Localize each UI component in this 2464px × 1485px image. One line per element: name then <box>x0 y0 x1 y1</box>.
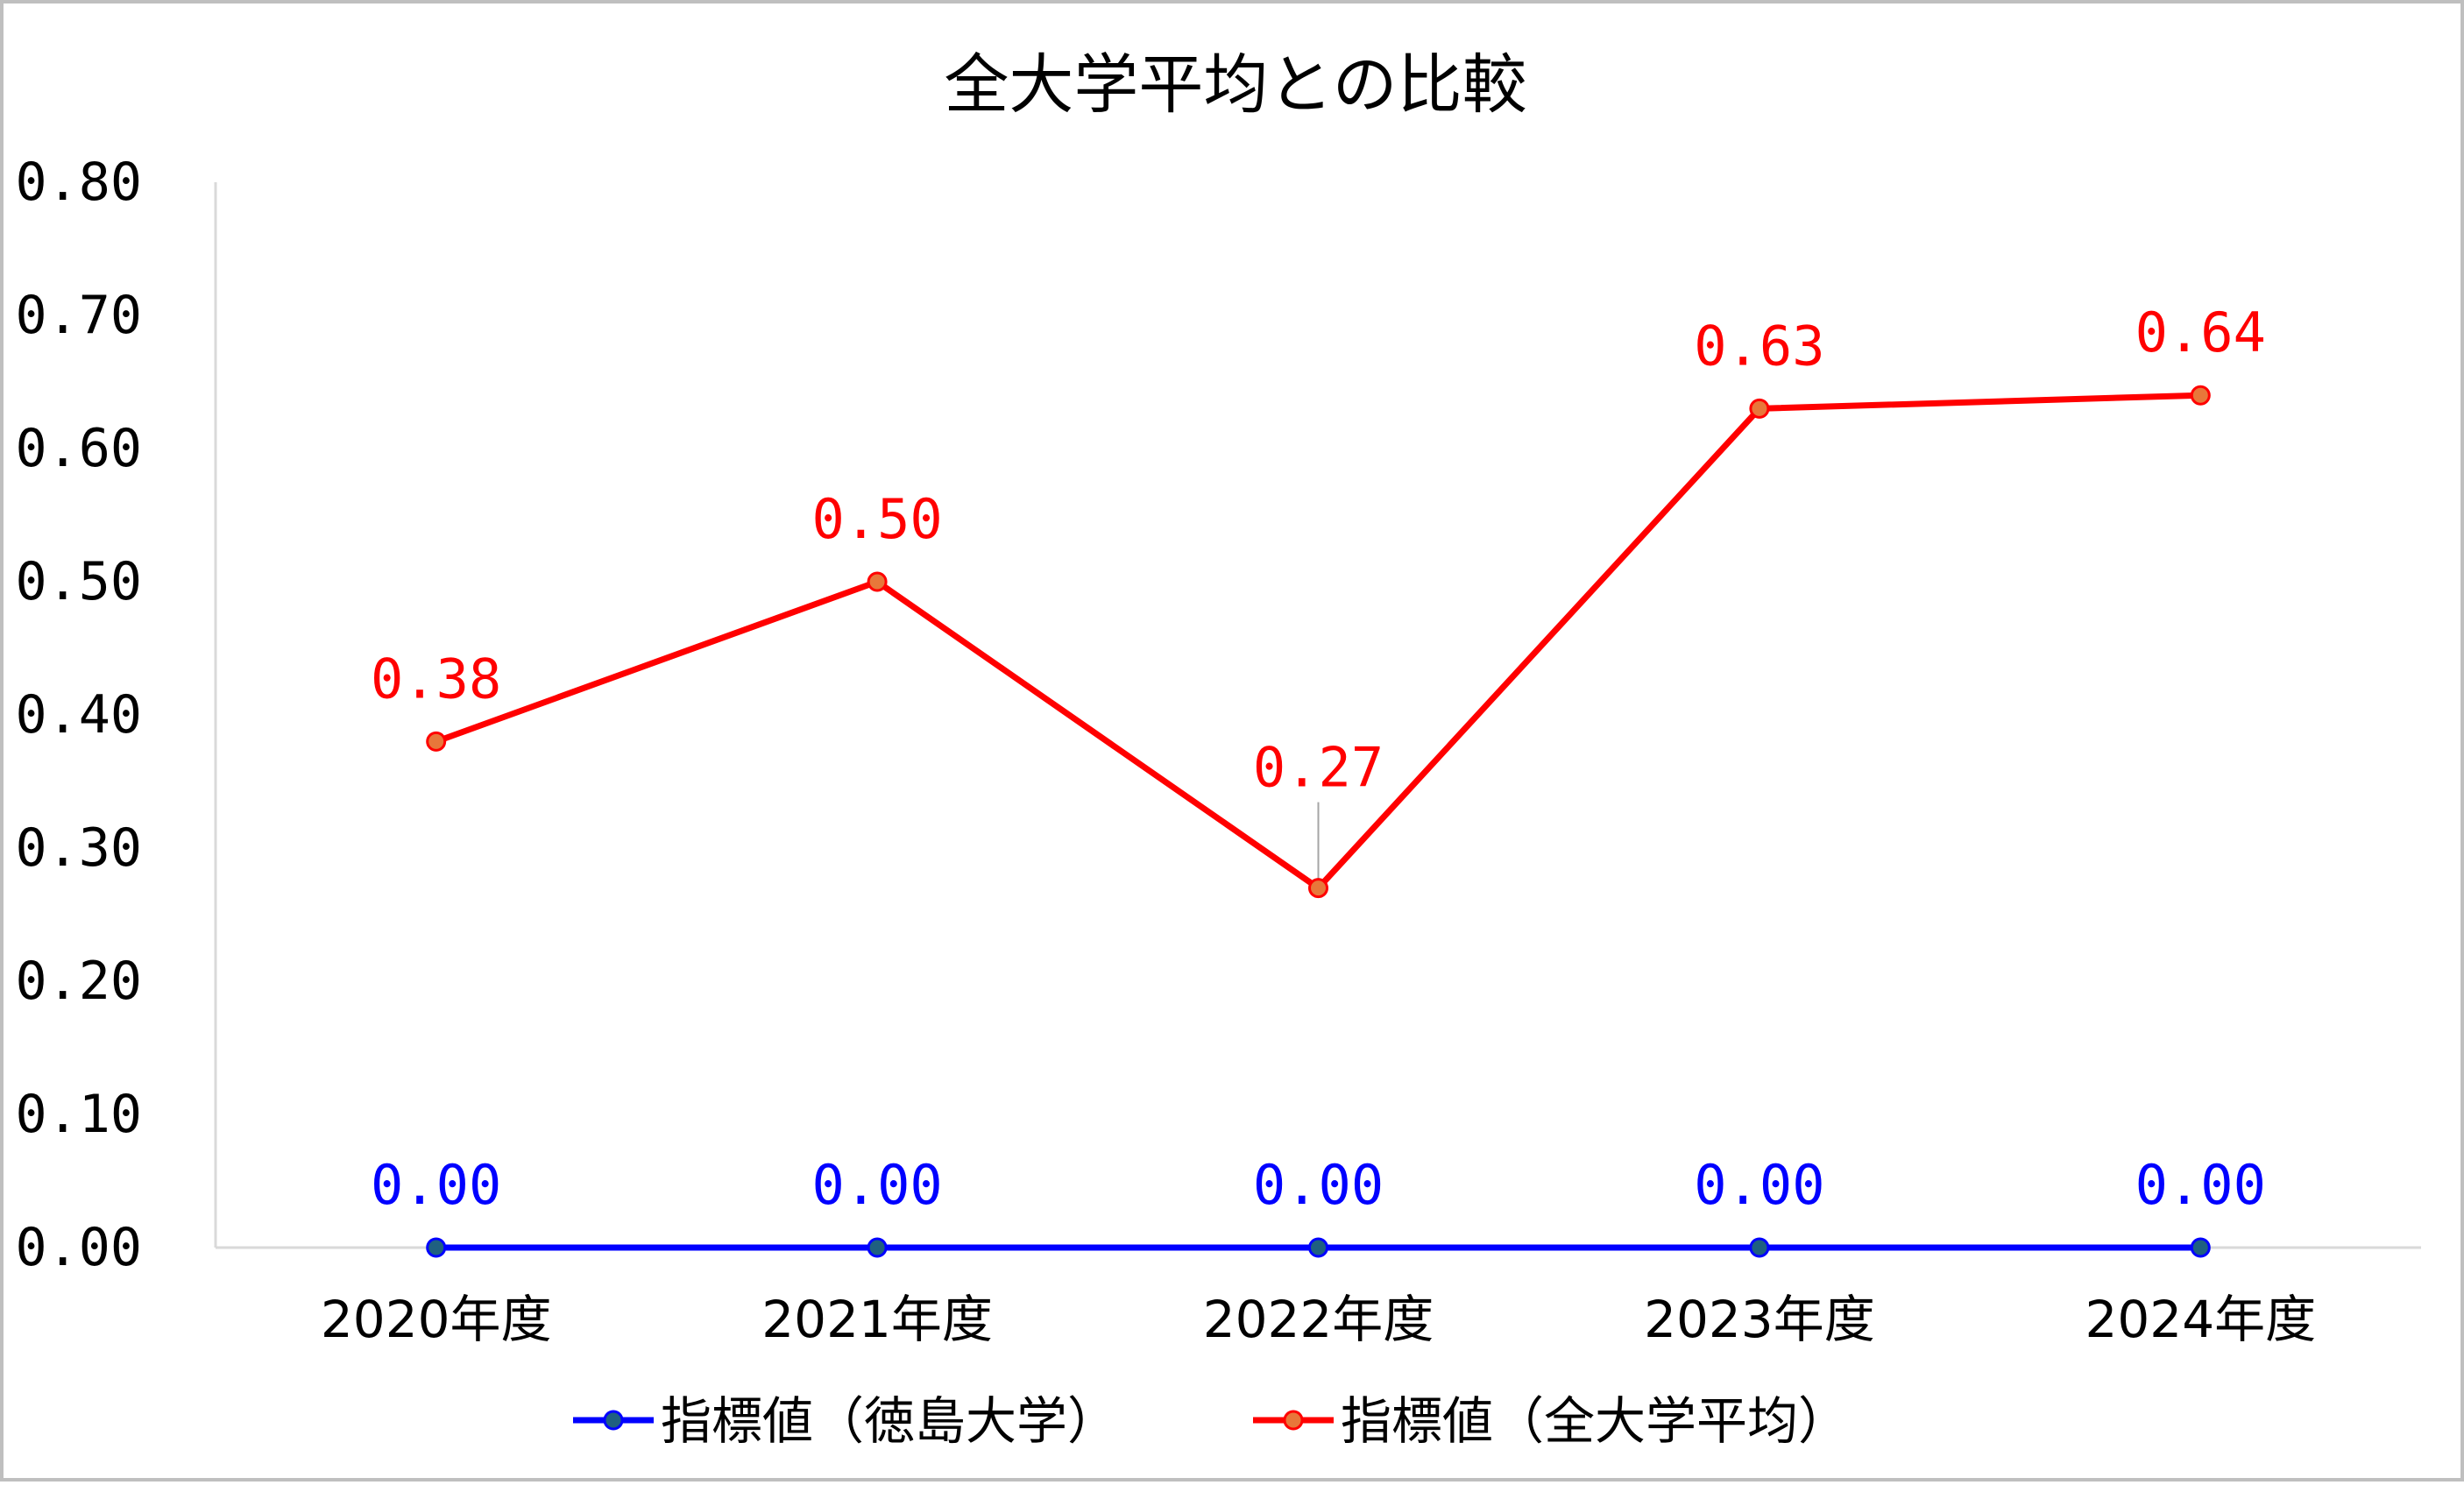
y-tick-label: 0.10 <box>16 1084 143 1145</box>
data-label: 0.00 <box>2135 1153 2266 1217</box>
legend-marker-icon <box>603 1410 624 1431</box>
data-point-marker[interactable] <box>1308 1237 1328 1258</box>
legend-item-1[interactable]: 指標値（全大学平均） <box>1253 1391 1849 1451</box>
y-tick-label: 0.40 <box>16 684 143 746</box>
x-axis-categories: 2020年度 2021年度 2022年度 2023年度 2024年度 <box>321 1290 2316 1349</box>
x-category-label: 2022年度 <box>1203 1290 1434 1349</box>
data-point-marker[interactable] <box>867 1237 888 1258</box>
data-point-marker[interactable] <box>1308 878 1328 899</box>
y-tick-label: 0.00 <box>16 1217 143 1278</box>
legend-label: 指標値（徳島大学） <box>661 1391 1118 1451</box>
line-chart: 全大学平均との比較 0.000.100.200.300.400.500.600.… <box>16 47 2421 1451</box>
x-category-label: 2021年度 <box>761 1290 993 1349</box>
data-label: 0.00 <box>811 1153 942 1217</box>
data-label: 0.00 <box>1694 1153 1824 1217</box>
data-label: 0.00 <box>1253 1153 1384 1217</box>
data-point-marker[interactable] <box>1749 398 1770 419</box>
x-category-label: 2023年度 <box>1644 1290 1875 1349</box>
x-category-label: 2020年度 <box>321 1290 552 1349</box>
data-label: 0.38 <box>371 647 501 711</box>
legend-item-0[interactable]: 指標値（徳島大学） <box>573 1391 1118 1451</box>
y-tick-label: 0.30 <box>16 817 143 879</box>
series-1: 0.38 0.50 0.27 0.63 0.64 <box>371 301 2266 899</box>
data-point-marker[interactable] <box>2190 1237 2211 1258</box>
data-point-marker[interactable] <box>2190 385 2211 406</box>
y-tick-label: 0.80 <box>16 152 143 213</box>
data-label: 0.64 <box>2135 301 2266 364</box>
y-tick-label: 0.50 <box>16 551 143 612</box>
x-category-label: 2024年度 <box>2085 1290 2316 1349</box>
data-point-marker[interactable] <box>867 571 888 592</box>
y-tick-label: 0.60 <box>16 418 143 479</box>
series-layer: 0.00 0.00 0.00 0.00 0.00 0.38 0.50 0.27 0.63 0.64 <box>371 301 2266 1258</box>
chart-title: 全大学平均との比較 <box>944 47 1526 123</box>
legend-label: 指標値（全大学平均） <box>1341 1391 1849 1451</box>
data-point-marker[interactable] <box>426 1237 447 1258</box>
data-label: 0.50 <box>811 487 942 551</box>
data-point-marker[interactable] <box>1749 1237 1770 1258</box>
legend: 指標値（徳島大学） 指標値（全大学平均） <box>573 1391 1849 1451</box>
data-label: 0.63 <box>1694 314 1824 378</box>
data-point-marker[interactable] <box>426 731 447 752</box>
data-label: 0.27 <box>1253 736 1384 800</box>
y-axis-ticks: 0.00 0.10 0.20 0.30 0.40 0.50 0.60 0.70 0.80 <box>16 152 143 1278</box>
legend-marker-icon <box>1283 1410 1304 1431</box>
y-tick-label: 0.20 <box>16 951 143 1012</box>
series-0: 0.00 0.00 0.00 0.00 0.00 <box>371 1153 2266 1258</box>
data-label: 0.00 <box>371 1153 501 1217</box>
y-tick-label: 0.70 <box>16 285 143 346</box>
